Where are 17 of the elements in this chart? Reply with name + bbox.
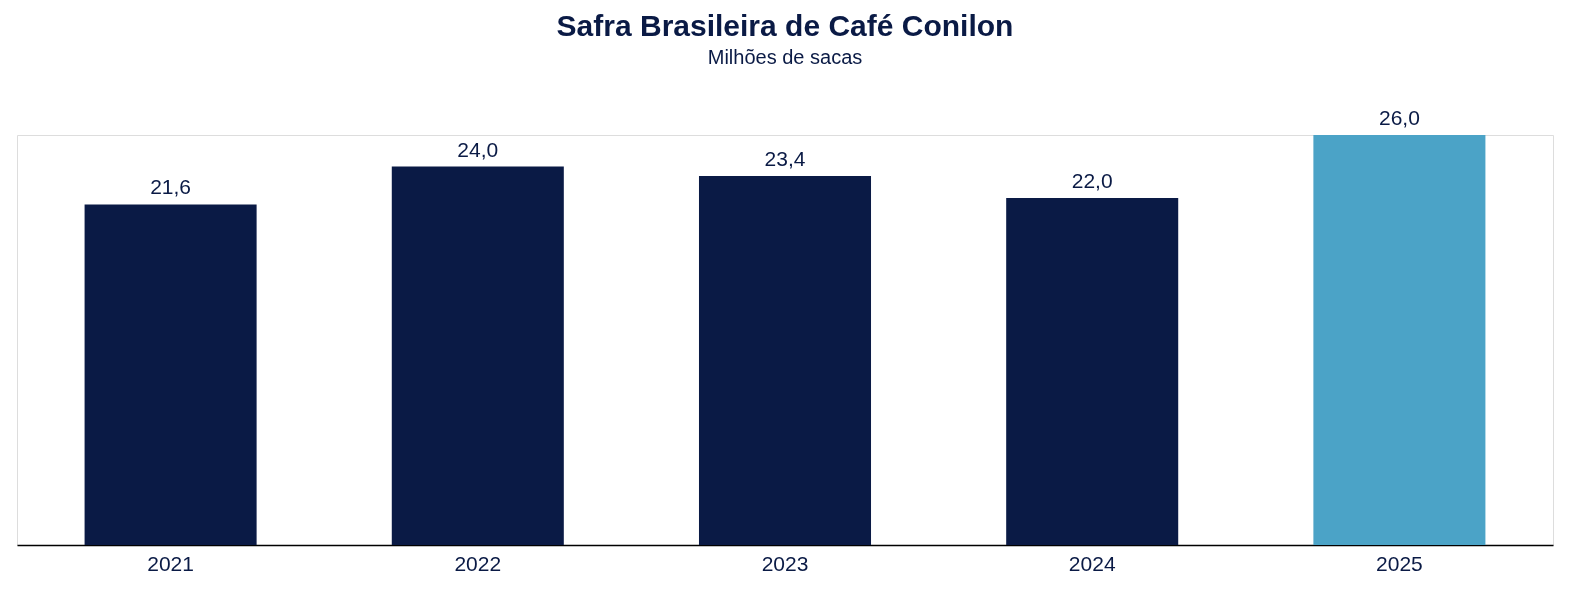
data-label: 24,0 (457, 137, 499, 161)
bar (1006, 198, 1179, 545)
data-label: 22,0 (1071, 169, 1113, 193)
chart-subtitle: Milhões de sacas (707, 46, 863, 68)
x-tick-label: 2023 (761, 551, 809, 575)
x-tick-label: 2022 (454, 551, 502, 575)
data-label: 23,4 (764, 147, 806, 170)
x-tick-label: 2025 (1376, 551, 1423, 575)
chart-title: Safra Brasileira de Café Conilon (556, 9, 1014, 42)
bar (391, 166, 564, 545)
bar (84, 204, 257, 545)
bar (1313, 135, 1486, 545)
data-label: 26,0 (1378, 106, 1420, 129)
x-tick-label: 2021 (147, 551, 194, 575)
data-label: 21,6 (150, 175, 192, 199)
x-tick-label: 2024 (1068, 551, 1116, 575)
bar (698, 176, 872, 545)
